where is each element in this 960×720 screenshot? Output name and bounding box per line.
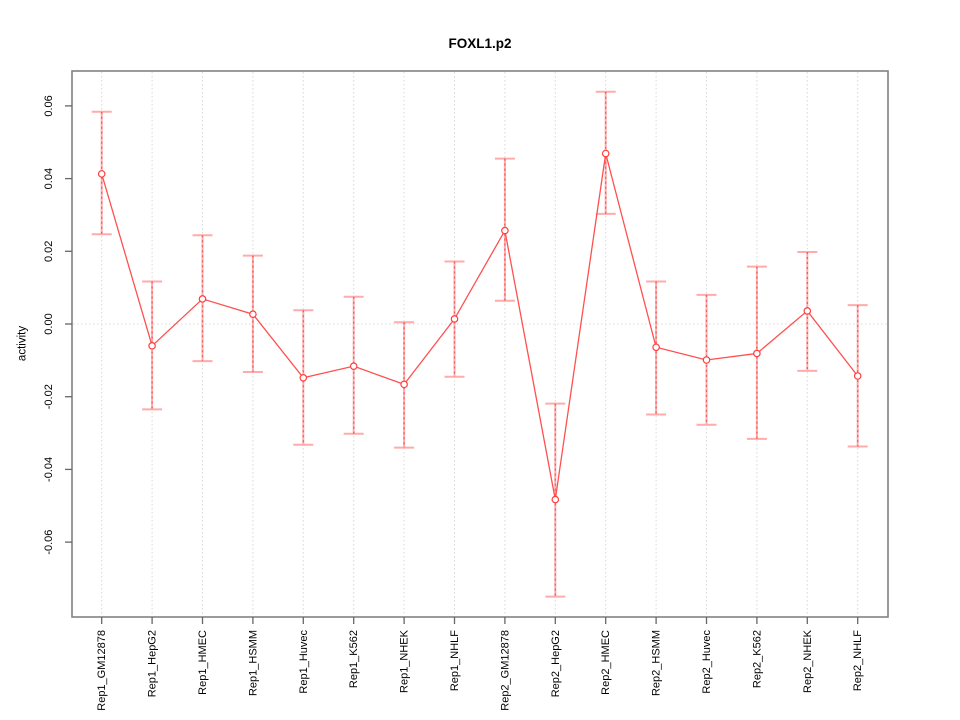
x-tick-label: Rep2_NHLF — [852, 630, 864, 691]
x-tick-label: Rep2_HSMM — [651, 630, 663, 696]
y-tick-label: 0.06 — [43, 95, 55, 116]
x-tick-label: Rep1_NHLF — [449, 630, 461, 691]
chart-title: FOXL1.p2 — [448, 36, 512, 51]
data-point — [702, 356, 711, 364]
data-point — [450, 315, 459, 323]
x-tick-label: Rep2_NHEK — [802, 629, 814, 693]
data-point — [299, 374, 308, 382]
data-point — [551, 495, 560, 504]
data-point — [753, 349, 761, 358]
y-tick-label: 0.02 — [43, 241, 55, 262]
y-tick-label: 0.04 — [43, 168, 55, 189]
data-point — [803, 307, 812, 315]
x-tick-label: Rep2_HepG2 — [550, 630, 562, 697]
y-tick-label: -0.06 — [43, 530, 55, 555]
series-line — [101, 153, 859, 500]
data-point — [198, 295, 207, 303]
y-tick-label: -0.02 — [43, 384, 55, 409]
x-tick-label: Rep2_Huvec — [701, 630, 713, 694]
x-tick-label: Rep1_HMEC — [197, 630, 209, 695]
data-point — [400, 380, 408, 389]
data-point — [853, 372, 862, 380]
y-tick-label: 0.00 — [43, 313, 55, 334]
x-tick-label: Rep1_K562 — [348, 630, 360, 688]
x-tick-label: Rep1_NHEK — [399, 629, 411, 693]
x-tick-label: Rep1_Huvec — [298, 630, 310, 694]
x-tick-label: Rep1_HepG2 — [147, 630, 159, 697]
y-tick-label: -0.04 — [43, 457, 55, 482]
data-point — [249, 310, 257, 318]
data-point — [652, 343, 660, 352]
data-point — [349, 362, 358, 370]
x-tick-label: Rep1_HSMM — [247, 630, 259, 696]
x-tick-label: Rep2_K562 — [751, 630, 763, 688]
plot-box — [71, 70, 889, 618]
data-point — [501, 226, 509, 235]
x-tick-label: Rep2_HMEC — [600, 630, 612, 695]
data-point — [97, 170, 106, 178]
x-tick-label: Rep2_GM12878 — [499, 630, 511, 711]
x-tick-label: Rep1_GM12878 — [96, 630, 108, 711]
data-point — [601, 149, 610, 158]
data-point — [148, 342, 156, 350]
